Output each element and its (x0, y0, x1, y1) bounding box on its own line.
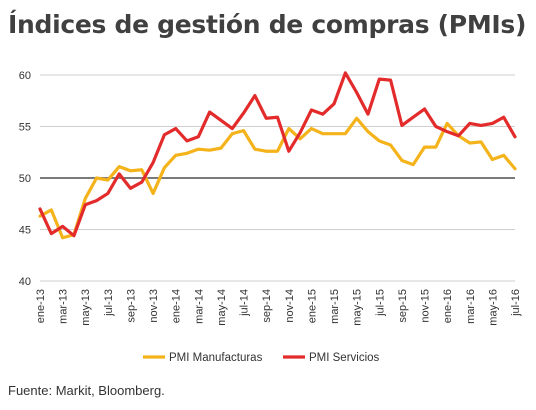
x-tick-label: jul-14 (239, 289, 251, 317)
x-tick-label: jul-15 (374, 289, 386, 317)
x-tick-label: mar-14 (193, 289, 205, 324)
series-line-servicios (38, 71, 517, 238)
x-tick-label: may-13 (80, 289, 92, 326)
source-note: Fuente: Markit, Bloomberg. (8, 383, 165, 398)
x-tick-label: may-15 (352, 289, 364, 326)
y-tick-label: 40 (19, 276, 31, 288)
x-tick-label: nov-13 (148, 289, 160, 323)
x-tick-label: may-14 (216, 289, 228, 326)
gridlines (40, 74, 515, 282)
x-tick-label: mar-16 (465, 289, 477, 324)
x-tick-label: ene-16 (442, 289, 454, 323)
x-tick-label: ene-15 (306, 289, 318, 323)
x-tick-label: nov-14 (284, 289, 296, 323)
x-tick-label: nov-15 (420, 289, 432, 323)
y-tick-label: 60 (19, 70, 31, 82)
y-axis-ticks: 40 45 50 55 60 (19, 70, 31, 288)
x-tick-label: mar-13 (58, 289, 70, 324)
series-lines (38, 71, 517, 240)
x-tick-label: sep-15 (397, 289, 409, 323)
y-tick-label: 45 (19, 225, 31, 237)
x-tick-label: ene-14 (171, 289, 183, 323)
x-tick-label: sep-14 (261, 289, 273, 323)
legend: PMI Manufacturas PMI Servicios (143, 352, 380, 364)
legend-label-servicios: PMI Servicios (309, 352, 380, 364)
series-line-manufacturas (38, 116, 517, 240)
y-tick-label: 55 (19, 122, 31, 134)
y-tick-label: 50 (19, 173, 31, 185)
legend-label-manufacturas: PMI Manufacturas (169, 352, 263, 364)
x-tick-label: may-16 (487, 289, 499, 326)
x-tick-label: sep-13 (125, 289, 137, 323)
x-tick-label: mar-15 (329, 289, 341, 324)
x-tick-label: ene-13 (35, 289, 47, 323)
x-axis-ticks: ene-13 mar-13 may-13 jul-13 sep-13 nov-13 ene-… (35, 289, 522, 326)
x-tick-label: jul-13 (103, 289, 115, 317)
chart-title: Índices de gestión de compras (PMIs) (8, 10, 527, 39)
x-tick-label: jul-16 (510, 289, 522, 317)
line-chart: 40 45 50 55 60 ene-13 mar-13 may-13 jul-13 sep-1… (19, 70, 522, 364)
